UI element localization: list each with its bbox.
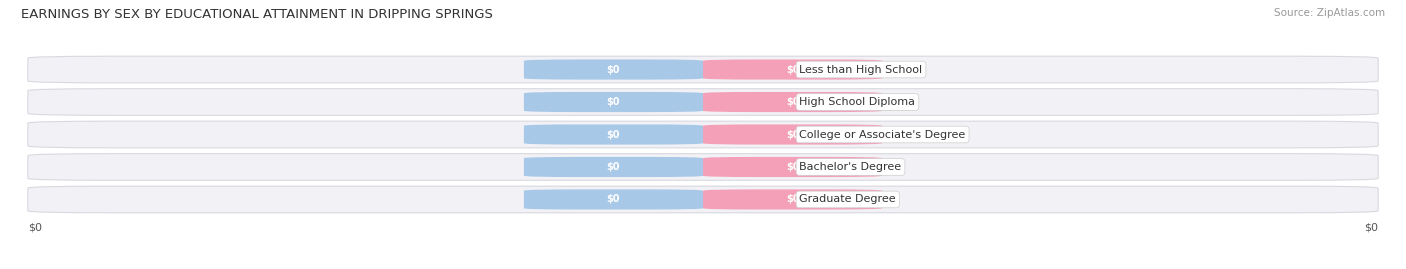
FancyBboxPatch shape: [28, 89, 1378, 115]
Text: $0: $0: [786, 194, 800, 204]
Text: $0: $0: [786, 129, 800, 140]
FancyBboxPatch shape: [28, 154, 1378, 180]
Text: $0: $0: [786, 162, 800, 172]
FancyBboxPatch shape: [28, 56, 1378, 83]
Text: $0: $0: [28, 222, 42, 232]
Text: College or Associate's Degree: College or Associate's Degree: [800, 129, 966, 140]
Text: $0: $0: [606, 65, 620, 75]
FancyBboxPatch shape: [524, 125, 703, 144]
FancyBboxPatch shape: [524, 59, 703, 80]
Text: $0: $0: [606, 129, 620, 140]
Text: $0: $0: [606, 97, 620, 107]
Text: Less than High School: Less than High School: [800, 65, 922, 75]
Text: Bachelor's Degree: Bachelor's Degree: [800, 162, 901, 172]
Text: High School Diploma: High School Diploma: [800, 97, 915, 107]
FancyBboxPatch shape: [28, 121, 1378, 148]
Text: EARNINGS BY SEX BY EDUCATIONAL ATTAINMENT IN DRIPPING SPRINGS: EARNINGS BY SEX BY EDUCATIONAL ATTAINMEN…: [21, 8, 494, 21]
FancyBboxPatch shape: [703, 59, 882, 80]
Text: Graduate Degree: Graduate Degree: [800, 194, 896, 204]
FancyBboxPatch shape: [524, 189, 703, 210]
Text: $0: $0: [1364, 222, 1378, 232]
FancyBboxPatch shape: [703, 157, 882, 177]
FancyBboxPatch shape: [524, 157, 703, 177]
Text: $0: $0: [606, 162, 620, 172]
Text: Source: ZipAtlas.com: Source: ZipAtlas.com: [1274, 8, 1385, 18]
Text: $0: $0: [606, 194, 620, 204]
FancyBboxPatch shape: [28, 186, 1378, 213]
Text: $0: $0: [786, 65, 800, 75]
FancyBboxPatch shape: [524, 92, 703, 112]
FancyBboxPatch shape: [703, 189, 882, 210]
Text: $0: $0: [786, 97, 800, 107]
FancyBboxPatch shape: [703, 92, 882, 112]
FancyBboxPatch shape: [703, 125, 882, 144]
